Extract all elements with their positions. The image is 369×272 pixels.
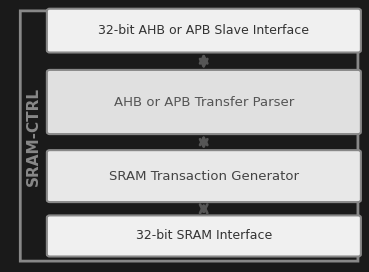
FancyBboxPatch shape	[20, 11, 358, 261]
Text: SRAM Transaction Generator: SRAM Transaction Generator	[109, 170, 299, 183]
Text: SRAM-CTRL: SRAM-CTRL	[26, 86, 41, 186]
FancyBboxPatch shape	[47, 215, 361, 256]
Text: 32-bit SRAM Interface: 32-bit SRAM Interface	[136, 230, 272, 242]
FancyBboxPatch shape	[47, 70, 361, 134]
Text: 32-bit AHB or APB Slave Interface: 32-bit AHB or APB Slave Interface	[99, 24, 309, 37]
FancyBboxPatch shape	[47, 9, 361, 52]
Text: AHB or APB Transfer Parser: AHB or APB Transfer Parser	[114, 95, 294, 109]
FancyBboxPatch shape	[47, 150, 361, 202]
